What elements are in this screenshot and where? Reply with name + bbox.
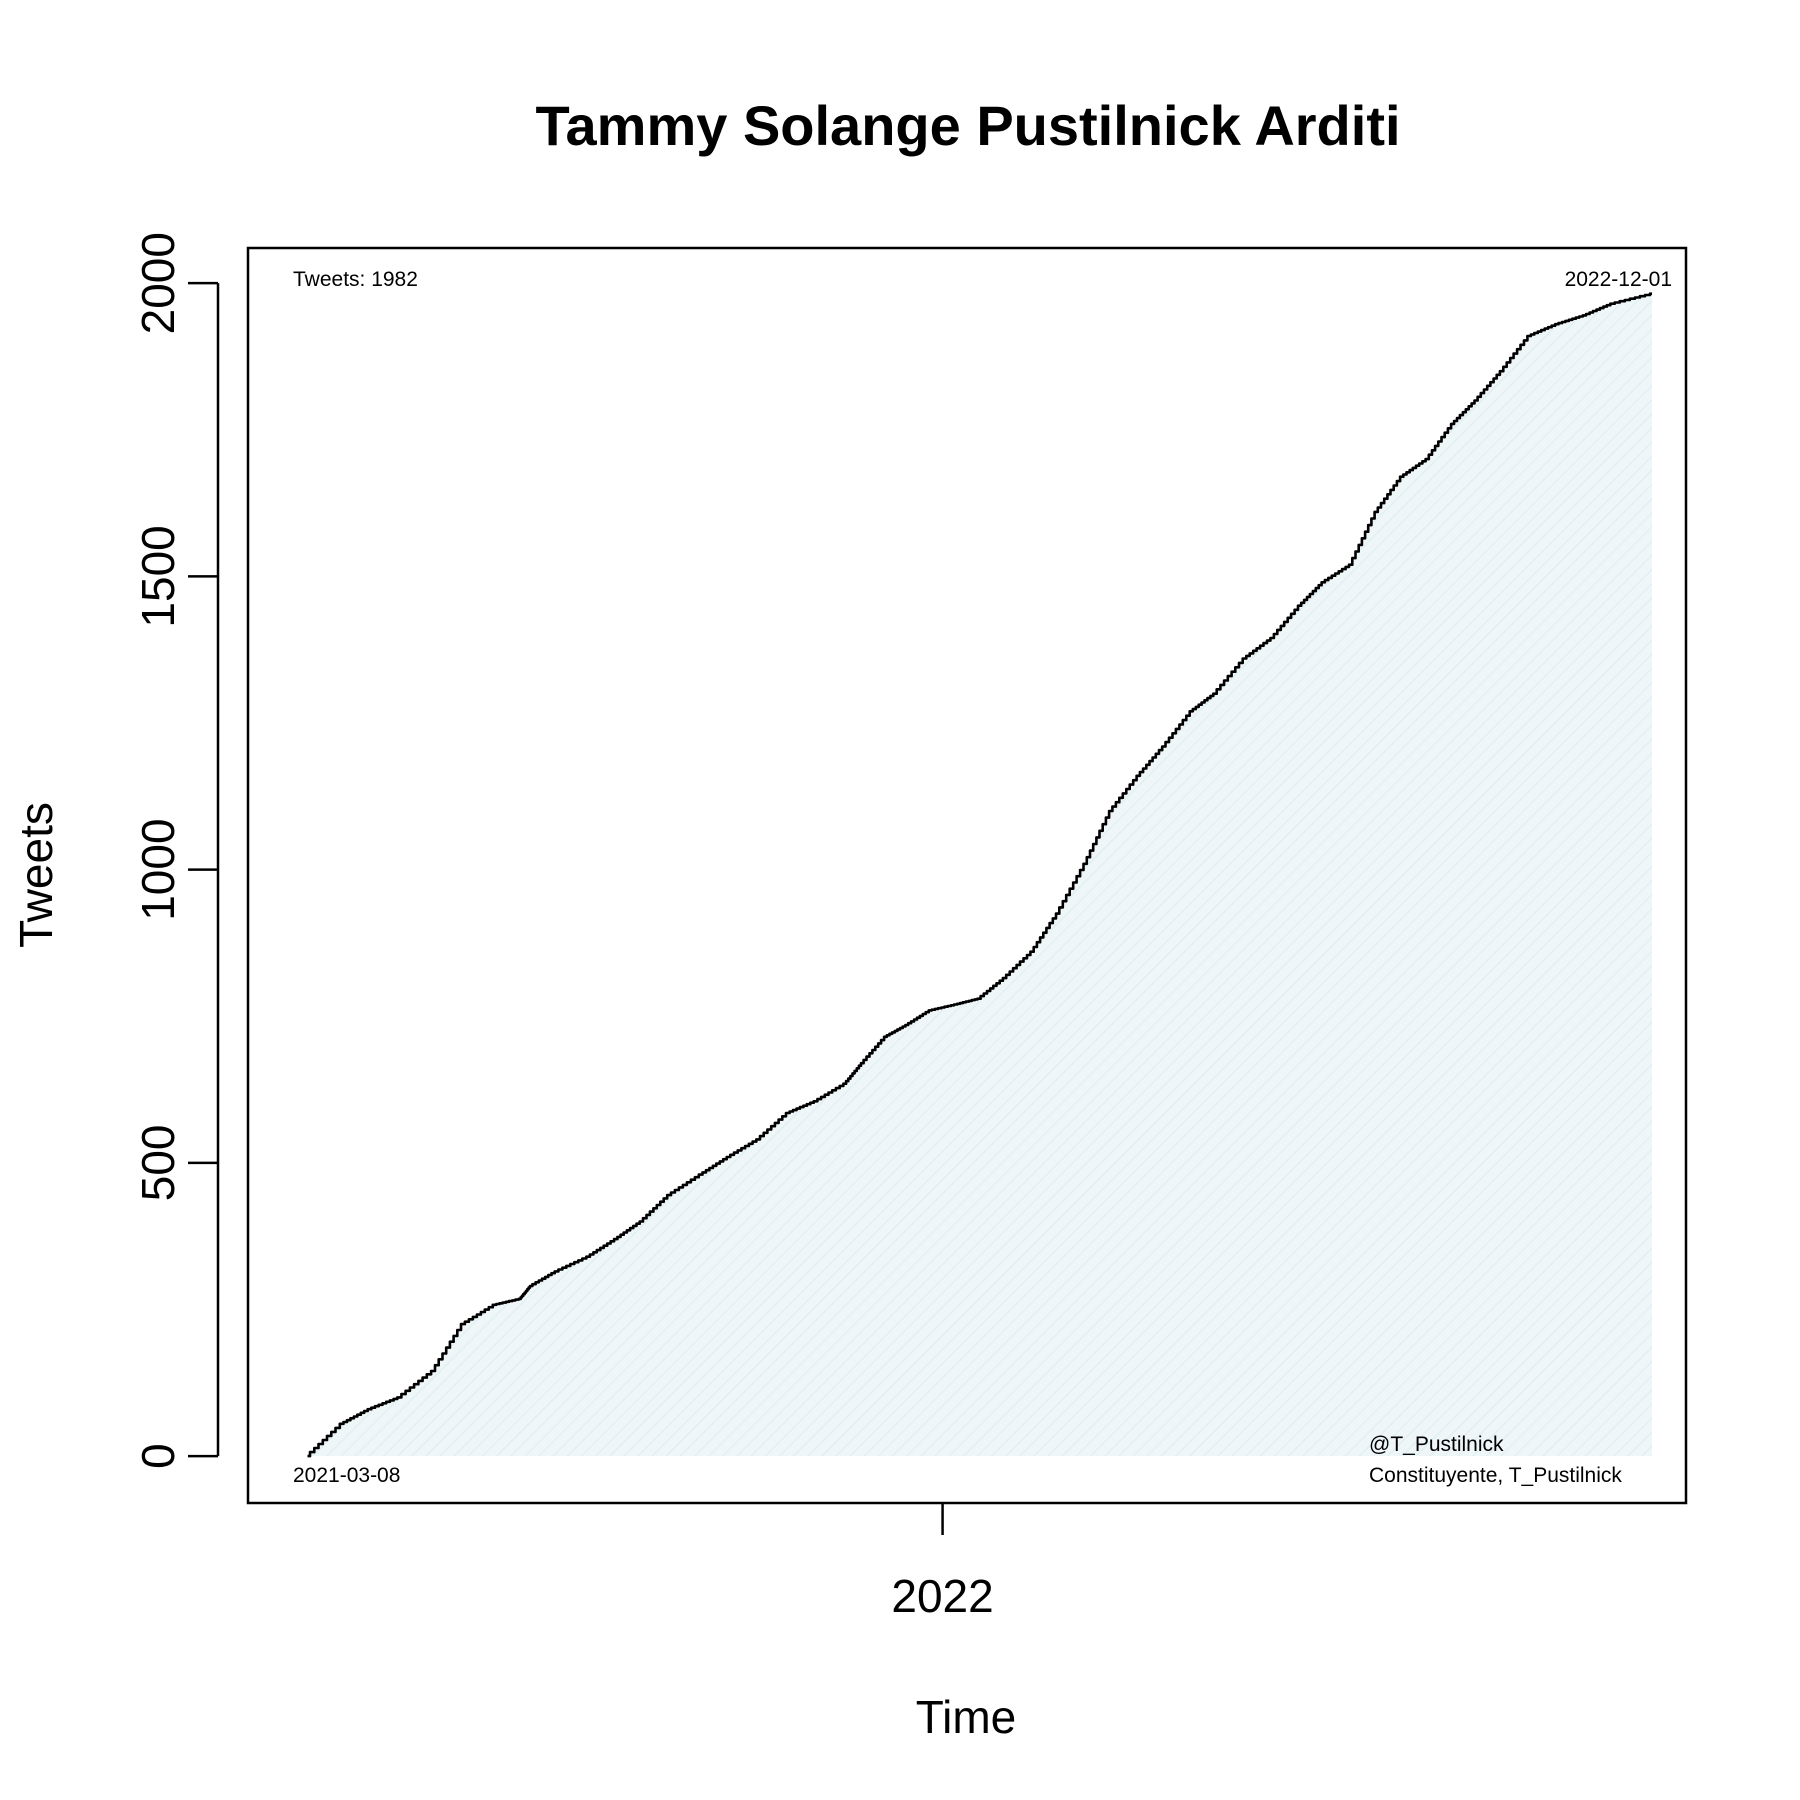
x-tick-label-2022: 2022 <box>891 1570 993 1622</box>
account-tags-annotation: Constituyente, T_Pustilnick <box>1369 1464 1622 1487</box>
plot-frame <box>246 246 1688 1505</box>
cumulative-area-fill <box>307 293 1652 1457</box>
tweet-count-annotation: Tweets: 1982 <box>293 268 418 291</box>
y-axis: 0 500 1000 1500 2000 <box>132 232 220 1469</box>
y-tick-label-1000: 1000 <box>132 818 184 920</box>
y-tick-label-500: 500 <box>132 1124 184 1201</box>
y-axis-label: Tweets <box>10 802 62 948</box>
y-tick-label-0: 0 <box>132 1443 184 1469</box>
start-date-annotation: 2021-03-08 <box>293 1464 400 1487</box>
end-date-annotation: 2022-12-01 <box>1565 268 1672 291</box>
plot-area <box>307 292 1652 1458</box>
x-axis: 2022 <box>891 1503 994 1622</box>
cumulative-series-line <box>307 292 1652 1458</box>
chart-title: Tammy Solange Pustilnick Arditi <box>535 94 1400 157</box>
handle-annotation: @T_Pustilnick <box>1369 1433 1504 1456</box>
x-axis-label: Time <box>916 1691 1017 1743</box>
y-tick-label-2000: 2000 <box>132 232 184 334</box>
y-tick-label-1500: 1500 <box>132 525 184 627</box>
